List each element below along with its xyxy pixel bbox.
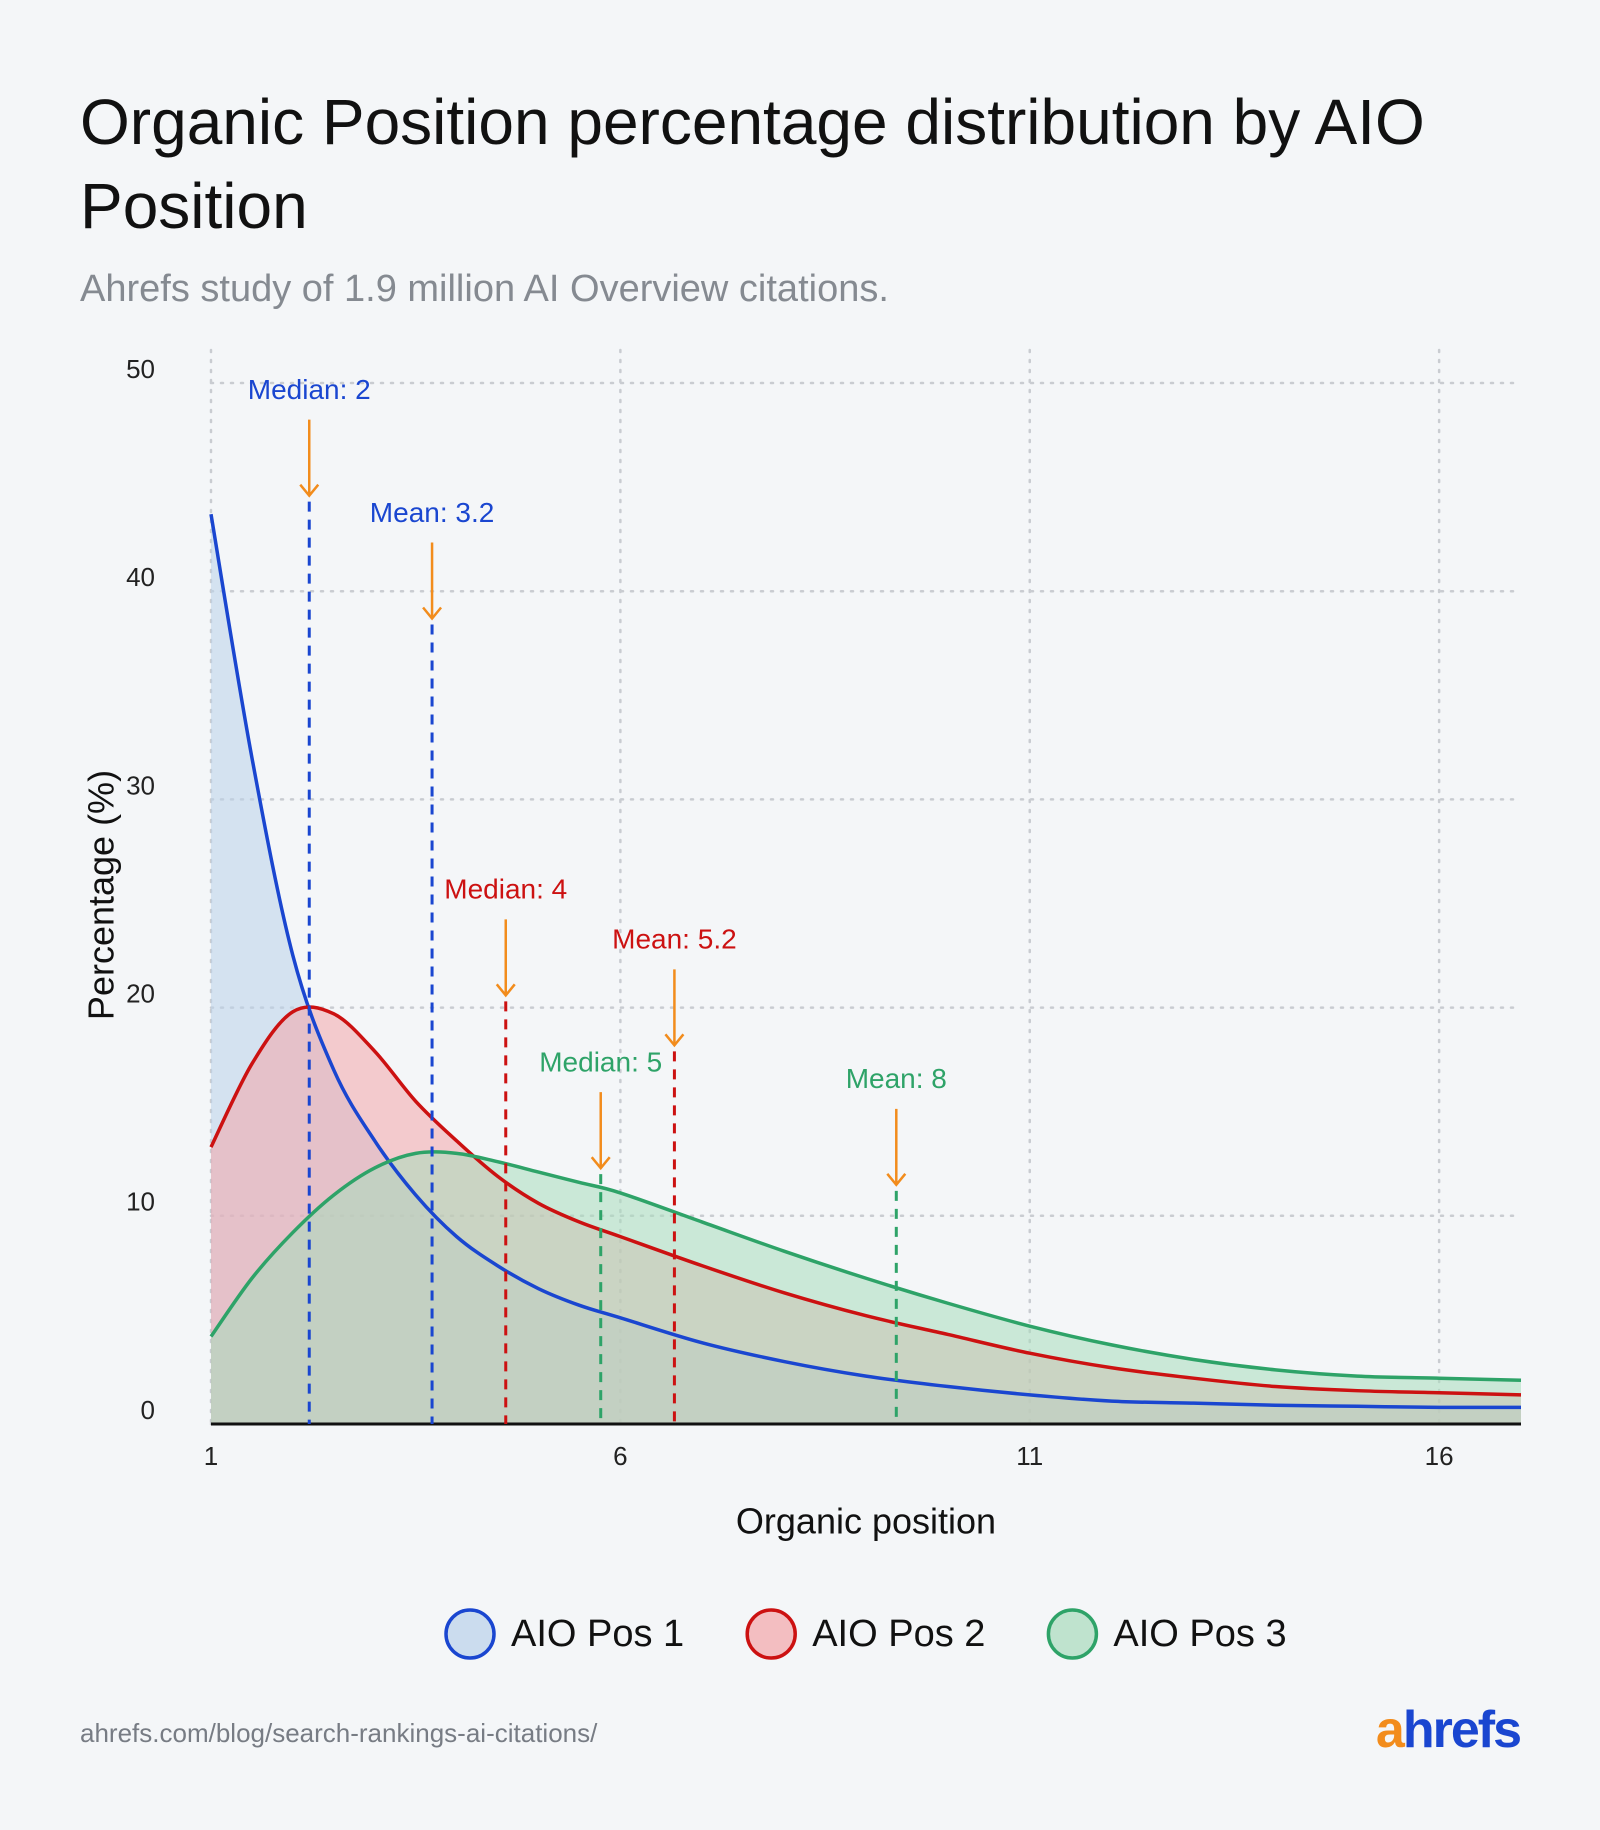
y-axis-title: Percentage (%) <box>81 770 122 1020</box>
y-tick-label: 10 <box>126 1187 155 1217</box>
y-tick-label: 0 <box>141 1395 155 1425</box>
legend-label: AIO Pos 1 <box>511 1613 684 1655</box>
line <box>209 1005 1522 1397</box>
marker-label: Mean: 3.2 <box>370 497 495 528</box>
marker-label: Median: 5 <box>539 1047 662 1078</box>
chart-title: Organic Position percentage distribution… <box>80 86 1425 242</box>
arrow-head <box>664 1033 685 1048</box>
x-tick-label: 11 <box>1016 1441 1043 1471</box>
y-tick-label: 50 <box>126 354 155 384</box>
legend-label: AIO Pos 3 <box>1113 1613 1286 1655</box>
arrow-head <box>299 483 320 498</box>
marker-label: Median: 2 <box>248 374 371 405</box>
arrow-head <box>422 606 443 621</box>
legend-swatch <box>444 1608 496 1660</box>
line <box>209 1150 1522 1383</box>
area-fill <box>211 1151 1521 1424</box>
x-tick-label: 16 <box>1425 1441 1454 1471</box>
legend-swatch <box>1046 1608 1099 1660</box>
x-tick-label: 1 <box>204 1441 218 1471</box>
y-tick-label: 40 <box>126 562 155 592</box>
x-axis-title: Organic position <box>736 1501 996 1542</box>
legend-label: AIO Pos 2 <box>812 1613 985 1655</box>
source-url: ahrefs.com/blog/search-rankings-ai-citat… <box>80 1718 598 1748</box>
marker-label: Mean: 8 <box>846 1063 947 1094</box>
arrow-head <box>590 1156 611 1171</box>
x-tick-label: 6 <box>613 1441 627 1471</box>
marker-label: Mean: 5.2 <box>612 924 737 955</box>
arrow-head <box>495 983 516 998</box>
legend: AIO Pos 1 AIO Pos 2 AIO Pos 3 <box>444 1608 1287 1660</box>
legend-swatch <box>745 1608 797 1660</box>
chart-subtitle: Ahrefs study of 1.9 million AI Overview … <box>80 268 889 310</box>
y-tick-label: 30 <box>126 770 155 800</box>
line <box>209 513 1522 1410</box>
marker-label: Median: 4 <box>444 874 567 905</box>
y-tick-label: 20 <box>126 978 155 1008</box>
logo: ahrefs <box>1375 1701 1522 1759</box>
arrow-head <box>886 1173 907 1187</box>
